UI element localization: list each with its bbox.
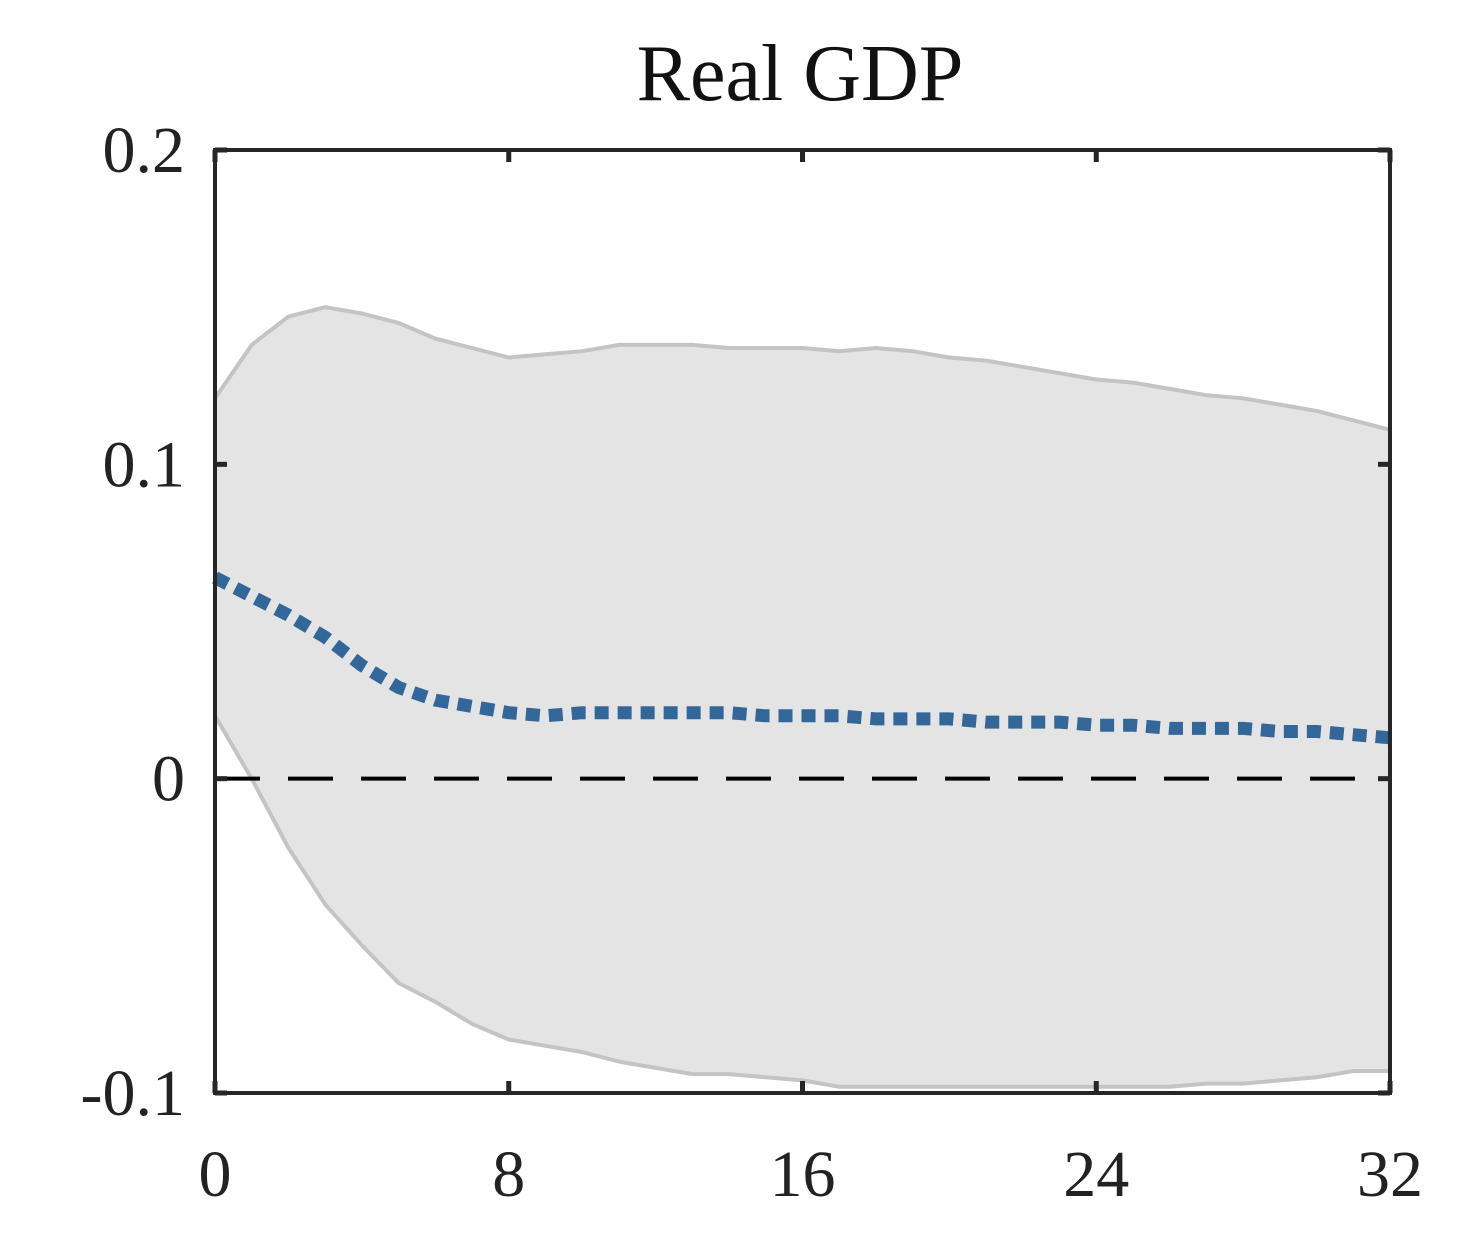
x-tick-label: 24 [1063,1138,1129,1211]
x-tick-label: 0 [199,1138,232,1211]
y-axis: -0.1 0 0.1 0.2 [81,114,1390,1130]
median-response-line [212,571,1391,745]
y-tick-label: 0.1 [103,428,186,501]
plot-area [212,148,1392,1095]
lower-band-line [213,714,1390,1089]
y-tick-label: 0 [152,743,185,816]
y-tick-label: -0.1 [81,1057,185,1130]
chart-title: Real GDP [637,30,964,118]
x-tick-label: 16 [770,1138,836,1211]
y-tick-label: 0.2 [103,114,186,187]
confidence-band-fill [215,307,1390,1087]
x-tick-label: 8 [492,1138,525,1211]
x-axis: 0 8 16 24 32 [199,150,1423,1211]
upper-band-line [213,305,1391,432]
x-tick-label: 32 [1357,1138,1423,1211]
